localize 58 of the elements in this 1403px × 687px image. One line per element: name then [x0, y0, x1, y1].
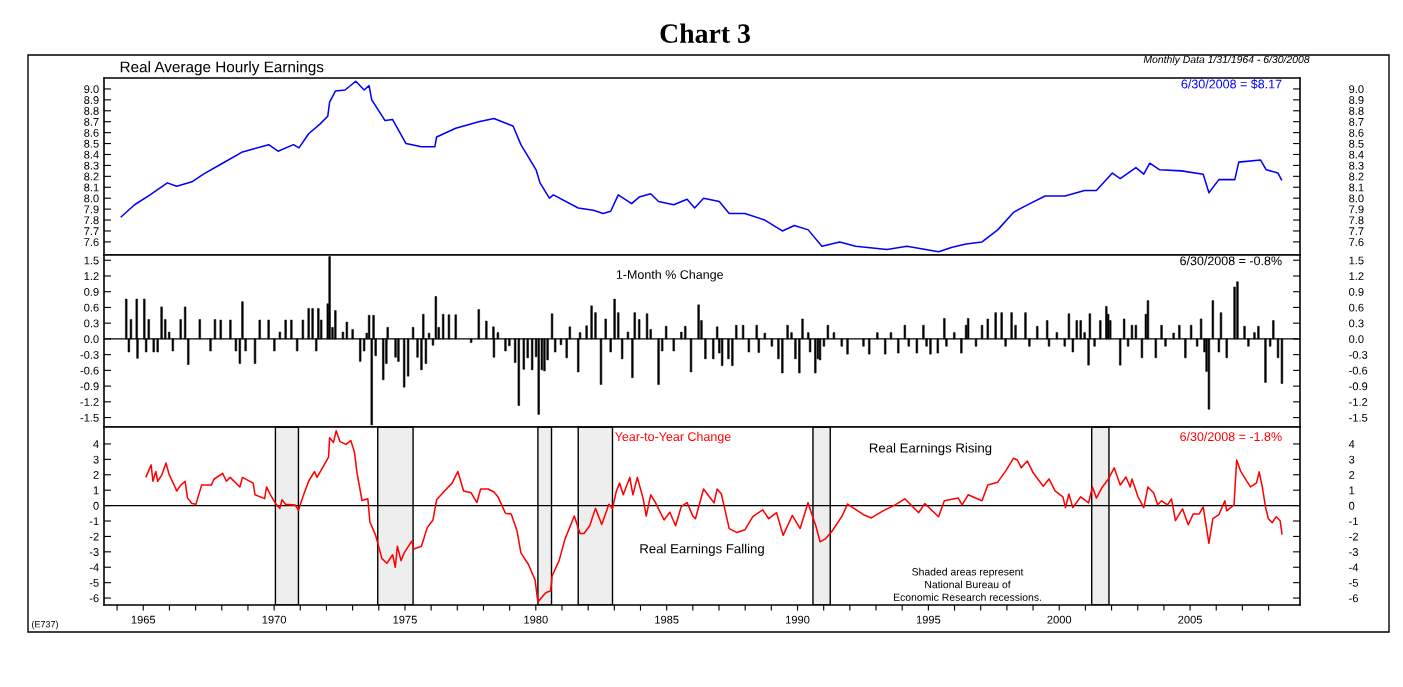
y-tick-label: 7.8	[1349, 216, 1364, 225]
annotation: Real Earnings Rising	[869, 442, 992, 456]
chart-title: Year-to-Year Change	[614, 431, 731, 444]
y-tick-label: 8.4	[1349, 150, 1364, 159]
y-tick-label: 1.2	[84, 272, 99, 280]
annotation: Shaded areas represent National Bureau of Economic Research recessions.	[893, 567, 1041, 601]
text: (E737)	[32, 620, 58, 630]
y-tick-label: -0.6	[80, 366, 99, 375]
y-tick-label: -0.3	[80, 350, 99, 359]
y-tick-label: 8.7	[1349, 117, 1364, 126]
y-tick-label: -1	[1349, 517, 1358, 526]
y-tick-label: -4	[1349, 563, 1359, 572]
y-tick-label: -0.9	[80, 382, 99, 391]
x-tick-label: 2000	[1047, 615, 1072, 624]
y-tick-label: 7.6	[1349, 238, 1364, 247]
y-tick-label: -2	[1349, 532, 1358, 541]
y-tick-label: -1.2	[80, 398, 99, 406]
y-tick-label: 0.9	[84, 287, 99, 296]
y-tick-label: -3	[1349, 548, 1358, 556]
y-tick-label: 9.0	[1349, 85, 1364, 94]
x-tick-label: 1975	[393, 615, 417, 624]
y-tick-label: 8.0	[1349, 194, 1364, 203]
text: Monthly Data 1/31/1964 - 6/30/2008	[1143, 55, 1310, 66]
y-tick-label: -5	[1349, 579, 1359, 587]
y-tick-label: 8.2	[1349, 172, 1364, 181]
y-tick-label: 0.6	[84, 303, 99, 312]
y-tick-label: 2	[1349, 471, 1355, 479]
y-tick-label: -1.5	[80, 413, 99, 422]
y-tick-label: 0	[1349, 501, 1355, 510]
y-tick-label: 8.1	[1349, 183, 1364, 192]
y-tick-label: 8.5	[1349, 139, 1364, 148]
x-tick-label: 1990	[786, 615, 810, 624]
y-tick-label: 0.0	[84, 335, 99, 344]
x-tick-label: 1985	[655, 615, 679, 624]
y-tick-label: 8.8	[1349, 107, 1364, 115]
annotation: 6/30/2008 = $8.17	[1181, 79, 1282, 90]
x-tick-label: 2005	[1178, 615, 1202, 624]
y-tick-label: 8.3	[1349, 161, 1364, 170]
caption: Chart 3	[660, 23, 750, 43]
annotation: 6/30/2008 = -0.8%	[1180, 256, 1282, 266]
text: 1-Month % Change	[616, 269, 724, 282]
y-tick-label: 1.5	[84, 256, 99, 265]
annotation: 6/30/2008 = -1.8%	[1180, 431, 1282, 442]
y-tick-label: 0.3	[84, 319, 99, 328]
y-tick-label: 1	[1349, 486, 1355, 495]
y-tick-label: 7.7	[1349, 227, 1364, 235]
y-tick-label: 4	[1348, 440, 1355, 448]
chart-title: Real Average Hourly Earnings	[120, 61, 324, 76]
x-tick-label: 1965	[131, 615, 156, 624]
y-tick-label: 7.9	[1349, 205, 1364, 214]
y-tick-label: -6	[1349, 594, 1358, 603]
x-tick-label: 1970	[262, 615, 287, 624]
annotation: Real Earnings Falling	[640, 543, 764, 556]
y-tick-label: 8.9	[1349, 96, 1364, 104]
x-tick-label: 1995	[916, 615, 941, 624]
x-tick-label: 1980	[524, 615, 548, 624]
y-tick-label: 8.6	[1349, 128, 1364, 137]
y-tick-label: 3	[1349, 455, 1355, 464]
